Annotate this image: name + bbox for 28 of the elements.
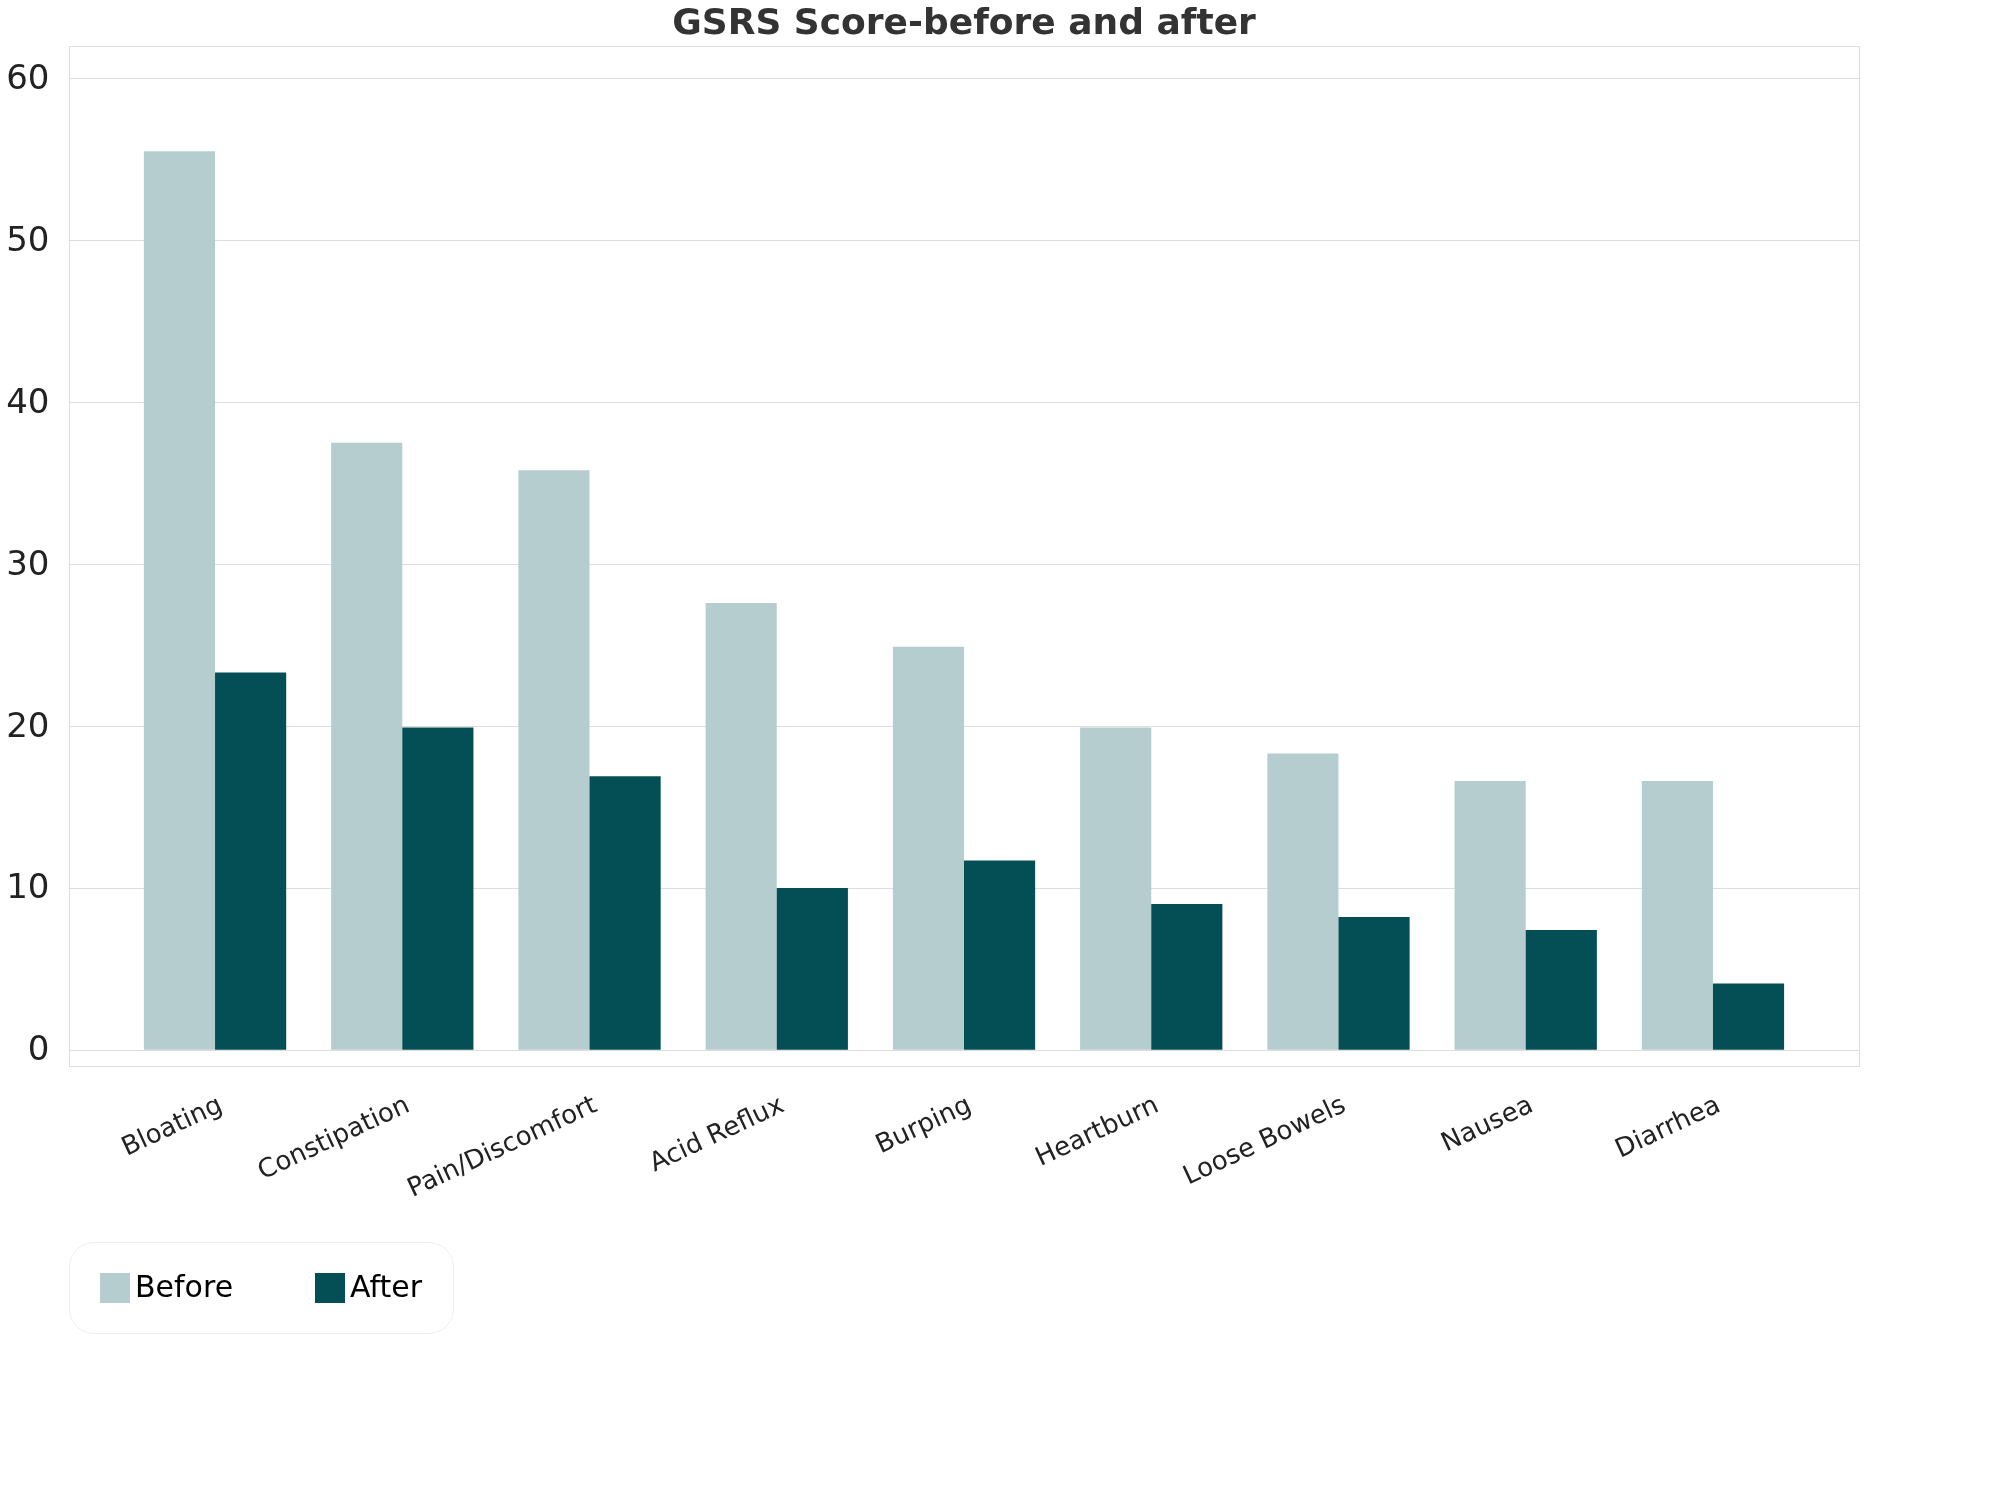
chart-title: GSRS Score-before and after (672, 1, 1257, 42)
bar (402, 727, 474, 1050)
y-tick-label: 30 (6, 542, 50, 583)
y-tick-label: 10 (6, 866, 50, 907)
y-tick-label: 60 (6, 56, 50, 97)
bar (518, 470, 590, 1050)
bar (1525, 930, 1597, 1050)
bar (1267, 753, 1339, 1050)
bar (1641, 781, 1713, 1050)
bar (143, 151, 216, 1050)
y-tick-label: 40 (6, 380, 50, 421)
legend-label: Before (135, 1269, 234, 1304)
y-tick-label: 20 (6, 704, 50, 745)
bar (1454, 781, 1526, 1050)
bar (776, 887, 848, 1050)
bar (215, 672, 287, 1050)
bar (1712, 983, 1785, 1050)
bar (1080, 727, 1152, 1050)
legend-label: After (350, 1269, 423, 1304)
y-tick-label: 50 (6, 218, 50, 259)
bar (589, 776, 661, 1050)
bar (705, 602, 777, 1050)
bar (1151, 904, 1223, 1050)
bar (1338, 917, 1410, 1050)
bar (331, 442, 403, 1050)
bar (964, 860, 1036, 1050)
bar (892, 646, 964, 1050)
y-tick-label: 0 (27, 1028, 50, 1069)
